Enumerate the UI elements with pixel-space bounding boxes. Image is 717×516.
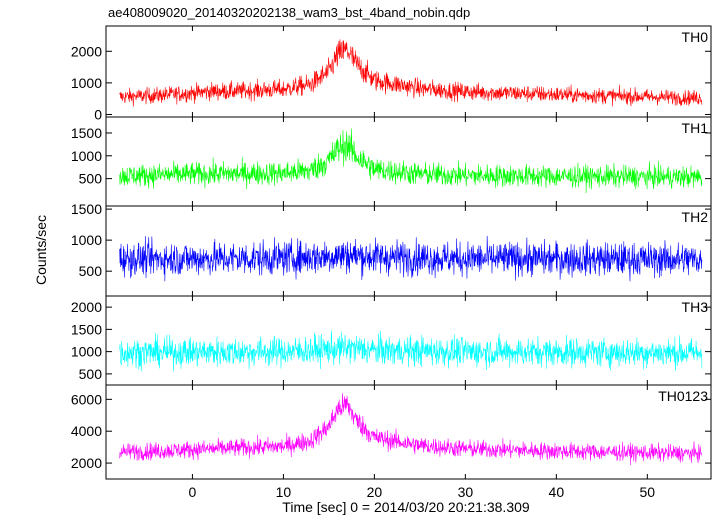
panels-group: 0 1000 2000 TH0 500 1000 1500 TH1 500 1000 1500 TH2… xyxy=(71,25,712,480)
series-line-th0123 xyxy=(119,393,703,466)
y-tick-label: 1000 xyxy=(71,344,102,360)
series-line-th0 xyxy=(119,39,703,107)
y-tick-label: 500 xyxy=(79,366,103,382)
y-axis-label: Counts/sec xyxy=(33,215,49,285)
panel-frame xyxy=(105,25,712,118)
y-tick-label: 2000 xyxy=(71,299,102,315)
y-tick-label: 4000 xyxy=(71,423,102,439)
series-label-th1: TH1 xyxy=(682,120,709,136)
y-tick-label: 1500 xyxy=(71,321,102,337)
panel-th0123: 2000 4000 6000 TH0123 xyxy=(71,384,712,480)
x-tick-label: 10 xyxy=(276,484,292,500)
series-label-th0123: TH0123 xyxy=(658,388,708,404)
y-tick-label: 1500 xyxy=(71,201,102,217)
y-tick-label: 6000 xyxy=(71,391,102,407)
y-tick-label: 2000 xyxy=(71,43,102,59)
x-axis-label: Time [sec] 0 = 2014/03/20 20:21:38.309 xyxy=(282,499,530,515)
series-line-th2 xyxy=(119,235,703,282)
y-tick-label: 1000 xyxy=(71,232,102,248)
x-tick-label: 20 xyxy=(367,484,383,500)
panel-frame xyxy=(105,205,712,297)
x-tick-label: 30 xyxy=(458,484,474,500)
panel-frame xyxy=(105,384,712,480)
y-tick-label: 1000 xyxy=(71,148,102,164)
y-tick-label: 500 xyxy=(79,263,103,279)
x-tick-label: 0 xyxy=(189,484,197,500)
series-label-th3: TH3 xyxy=(682,299,709,315)
figure-title: ae408009020_20140320202138_wam3_bst_4ban… xyxy=(108,5,470,20)
y-tick-label: 2000 xyxy=(71,455,102,471)
series-label-th0: TH0 xyxy=(682,29,709,45)
y-tick-label: 1500 xyxy=(71,125,102,141)
series-line-th1 xyxy=(119,128,703,193)
x-tick-label: 50 xyxy=(640,484,656,500)
y-tick-label: 500 xyxy=(79,171,103,187)
panel-th1: 500 1000 1500 TH1 xyxy=(71,116,712,207)
y-tick-label: 1000 xyxy=(71,75,102,91)
y-tick-label: 0 xyxy=(94,106,102,122)
panel-th3: 500 1000 1500 2000 TH3 xyxy=(71,295,712,386)
series-label-th2: TH2 xyxy=(682,209,709,225)
panel-th0: 0 1000 2000 TH0 xyxy=(71,25,712,122)
panel-th2: 500 1000 1500 TH2 xyxy=(71,201,712,297)
series-line-th3 xyxy=(119,330,703,372)
x-axis: 0 10 20 30 40 50 xyxy=(189,484,656,500)
x-tick-label: 40 xyxy=(549,484,565,500)
panel-frame xyxy=(105,295,712,386)
